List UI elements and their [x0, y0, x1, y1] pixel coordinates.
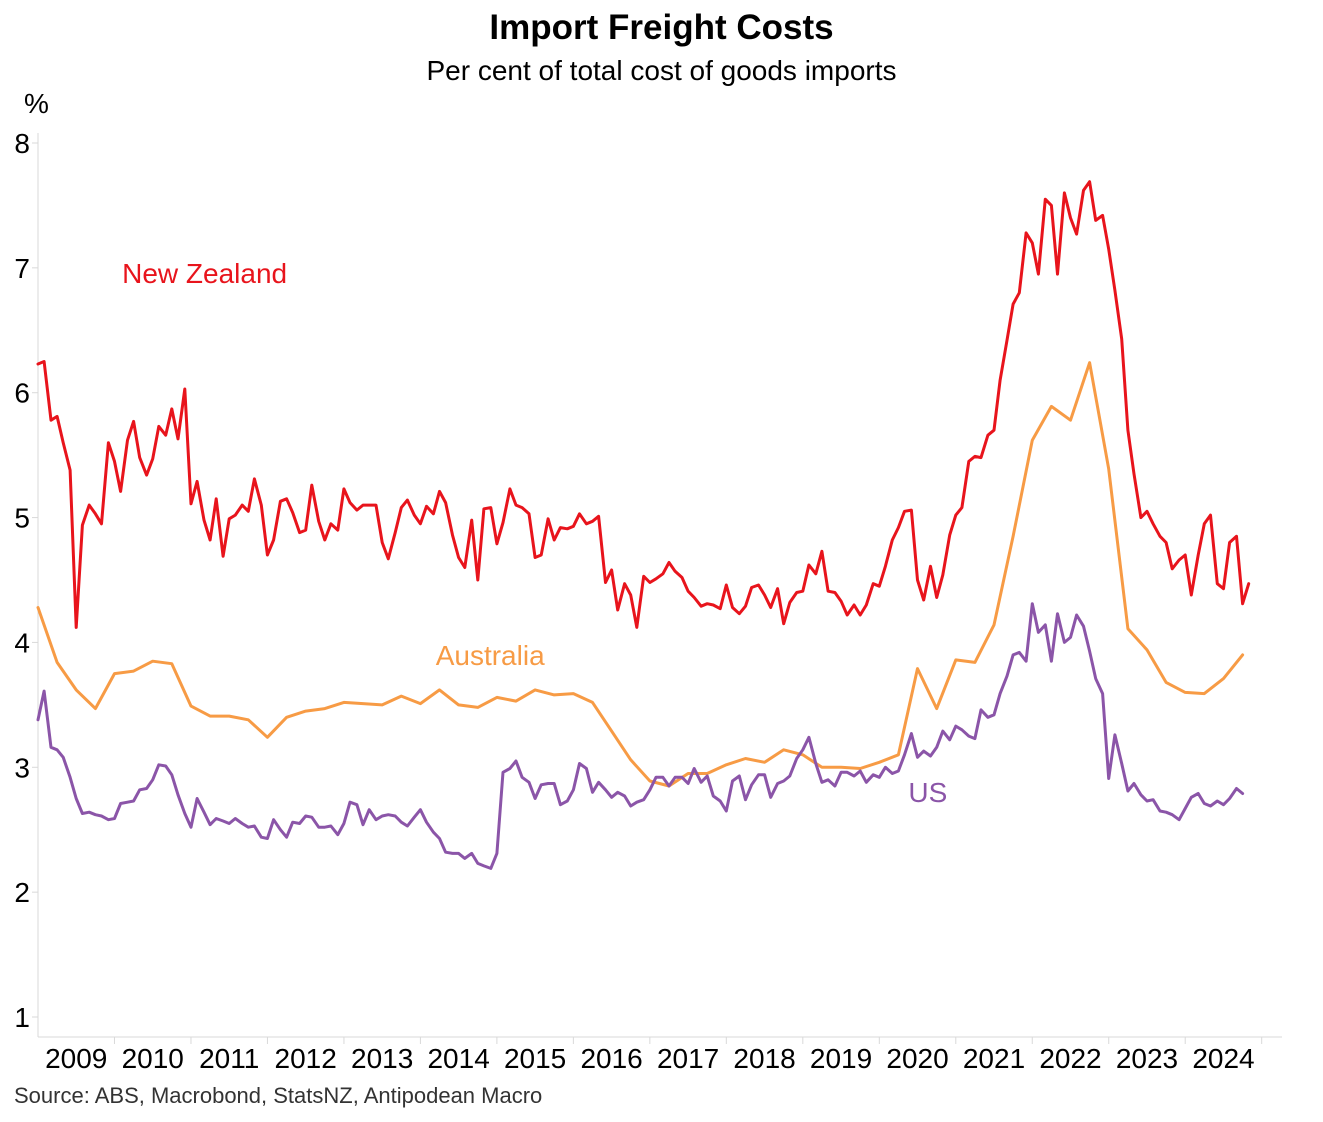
- chart-title: Import Freight Costs: [489, 8, 834, 47]
- y-tick-label: 8: [14, 128, 30, 159]
- y-tick-label: 4: [14, 627, 30, 658]
- y-tick-label: 2: [14, 877, 30, 908]
- y-tick-label: 1: [14, 1002, 30, 1033]
- x-tick-label: 2016: [580, 1043, 642, 1074]
- x-tick-label: 2022: [1039, 1043, 1101, 1074]
- series-labels: Australia US New Zealand: [122, 258, 947, 808]
- series-label-us: US: [908, 777, 947, 808]
- series-line-us: [36, 602, 1245, 870]
- source-note: Source: ABS, Macrobond, StatsNZ, Antipod…: [14, 1083, 543, 1108]
- x-tick-label: 2023: [1116, 1043, 1178, 1074]
- y-axis-unit: %: [24, 88, 49, 119]
- x-tick-label: 2021: [963, 1043, 1025, 1074]
- y-tick-label: 6: [14, 378, 30, 409]
- y-tick-label: 7: [14, 253, 30, 284]
- x-tick-label: 2013: [351, 1043, 413, 1074]
- chart-subtitle: Per cent of total cost of goods imports: [426, 55, 897, 86]
- x-tick-label: 2011: [199, 1043, 259, 1074]
- x-tick-label: 2017: [657, 1043, 719, 1074]
- series-line-australia: [36, 361, 1245, 788]
- series-label-new-zealand: New Zealand: [122, 258, 287, 289]
- x-tick-label: 2014: [427, 1043, 489, 1074]
- series-line-new-zealand: [36, 180, 1251, 629]
- series-layer: [36, 180, 1251, 870]
- series-label-australia: Australia: [436, 640, 545, 671]
- x-tick-label: 2020: [886, 1043, 948, 1074]
- y-tick-label: 5: [14, 503, 30, 534]
- x-tick-label: 2012: [275, 1043, 337, 1074]
- y-tick-label: 3: [14, 752, 30, 783]
- x-tick-label: 2010: [122, 1043, 184, 1074]
- axes: 1 2 3 4 5 6 7 8 2009 2010 2011 2012 2013 2014 2015 2016…: [14, 128, 1282, 1074]
- x-tick-label: 2018: [733, 1043, 795, 1074]
- x-tick-label: 2019: [810, 1043, 872, 1074]
- x-tick-label: 2024: [1192, 1043, 1254, 1074]
- x-tick-label: 2015: [504, 1043, 566, 1074]
- x-tick-label: 2009: [45, 1043, 107, 1074]
